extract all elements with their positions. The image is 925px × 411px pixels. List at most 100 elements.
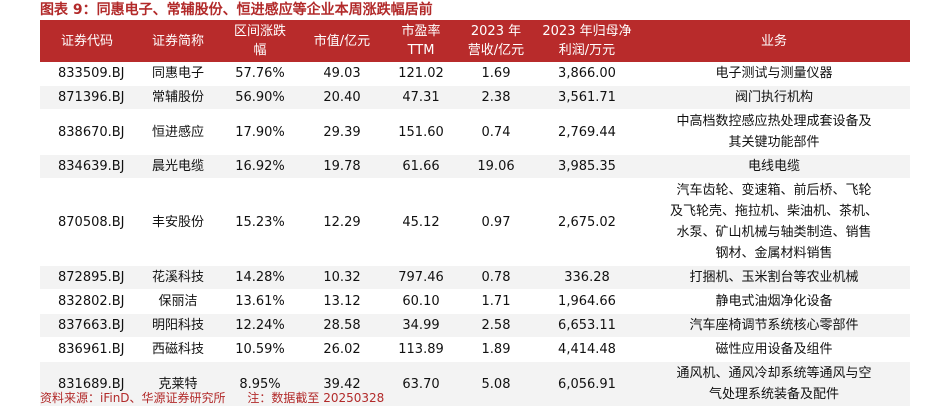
biz-line: 静电式油烟净化设备 [715,294,833,309]
table-row: 838670.BJ 恒进感应 17.90% 29.39 151.60 0.74 2,769.… [40,109,910,155]
column-header-line: 证券代码 [60,33,113,49]
biz-line: 水泵、矿山机械与轴类制造、销售 [676,225,872,240]
column-header-line: 证券简称 [151,33,204,49]
cell-mcap: 20.40 [298,85,386,110]
cell-pe: 151.60 [386,109,456,155]
cell-name: 晨光电缆 [134,154,222,179]
column-header: 业务 [638,20,910,62]
cell-code: 870508.BJ [40,178,134,266]
table-row: 836961.BJ 西磁科技 10.59% 26.02 113.89 1.89 4,414.… [40,337,910,362]
biz-line: 电线电缆 [747,159,800,174]
biz-line: 阀门执行机构 [734,90,813,105]
cell-profit: 4,414.48 [536,337,638,362]
column-header-line: 利润/万元 [558,43,616,58]
cell-mcap: 13.12 [298,289,386,314]
column-header-line: 区间涨跌 [233,24,286,39]
cell-code: 872895.BJ [40,265,134,290]
cell-mcap: 28.58 [298,313,386,338]
column-header-line: 幅 [253,43,267,58]
cell-rev: 0.97 [456,178,536,266]
cell-pe: 121.02 [386,62,456,86]
cell-chg: 57.76% [222,62,298,86]
cell-chg: 16.92% [222,154,298,179]
figure-title: 图表 9：同惠电子、常辅股份、恒进感应等企业本周涨跌幅居前 [40,2,433,18]
column-header: 市值/亿元 [298,20,386,62]
cell-rev: 0.78 [456,265,536,290]
cell-pe: 45.12 [386,178,456,266]
table-row: 833509.BJ 同惠电子 57.76% 49.03 121.02 1.69 3,866.… [40,62,910,86]
cell-name: 克莱特 [134,361,222,407]
cell-biz: 阀门执行机构 [638,85,910,110]
table-body: 833509.BJ 同惠电子 57.76% 49.03 121.02 1.69 3,866.… [40,62,910,407]
biz-line: 通风机、通风冷却系统等通风与空 [676,366,872,381]
cell-chg: 56.90% [222,85,298,110]
cell-mcap: 39.42 [298,361,386,407]
cell-rev: 2.58 [456,313,536,338]
table-row: 872895.BJ 花溪科技 14.28% 10.32 797.46 0.78 336.28… [40,265,910,290]
cell-code: 831689.BJ [40,361,134,407]
stock-table: 证券代码 证券简称 区间涨跌幅市值/亿元 市盈率 TTM 2023 年营收/亿元 2023 … [40,20,910,407]
column-header-line: 2023 年 [470,24,522,39]
cell-pe: 797.46 [386,265,456,290]
biz-line: 其关键功能部件 [728,135,820,150]
table-row: 834639.BJ 晨光电缆 16.92% 19.78 61.66 19.06 3,985.… [40,154,910,179]
cell-biz: 打捆机、玉米割台等农业机械 [638,265,910,290]
table-row: 871396.BJ 常辅股份 56.90% 20.40 47.31 2.38 3,561.7… [40,85,910,110]
cell-rev: 19.06 [456,154,536,179]
cell-biz: 汽车座椅调节系统核心零部件 [638,313,910,338]
biz-line: 气处理系统装备及配件 [708,387,839,402]
cell-chg: 14.28% [222,265,298,290]
cell-profit: 1,964.66 [536,289,638,314]
column-header-line: 市值/亿元 [313,33,371,49]
table-row: 837663.BJ 明阳科技 12.24% 28.58 34.99 2.58 6,653.1… [40,313,910,338]
cell-biz: 静电式油烟净化设备 [638,289,910,314]
biz-line: 中高档数控感应热处理成套设备及 [676,114,872,129]
cell-biz: 磁性应用设备及组件 [638,337,910,362]
column-header: 市盈率 TTM [386,20,456,62]
cell-biz: 汽车齿轮、变速箱、前后桥、飞轮 及飞轮壳、拖拉机、柴油机、茶机、 水泵、矿山机械与轴… [638,178,910,266]
biz-line: 磁性应用设备及组件 [715,342,833,357]
column-header: 区间涨跌幅 [222,20,298,62]
biz-line: 汽车座椅调节系统核心零部件 [689,318,859,333]
cell-profit: 2,769.44 [536,109,638,155]
cell-code: 834639.BJ [40,154,134,179]
biz-line: 电子测试与测量仪器 [715,66,833,81]
cell-pe: 113.89 [386,337,456,362]
cell-rev: 5.08 [456,361,536,407]
cell-name: 常辅股份 [134,85,222,110]
cell-code: 838670.BJ [40,109,134,155]
cell-name: 花溪科技 [134,265,222,290]
cell-biz: 中高档数控感应热处理成套设备及 其关键功能部件 [638,109,910,155]
cell-chg: 15.23% [222,178,298,266]
cell-name: 西磁科技 [134,337,222,362]
cell-mcap: 10.32 [298,265,386,290]
column-header-line: 业务 [760,33,787,49]
cell-chg: 8.95% [222,361,298,407]
cell-rev: 1.71 [456,289,536,314]
biz-line: 打捆机、玉米割台等农业机械 [689,270,859,285]
cell-pe: 61.66 [386,154,456,179]
column-header-line: 营收/亿元 [467,43,525,58]
table-row: 832802.BJ 保丽洁 13.61% 13.12 60.10 1.71 1,964.66… [40,289,910,314]
cell-mcap: 19.78 [298,154,386,179]
cell-name: 恒进感应 [134,109,222,155]
table-header: 证券代码 证券简称 区间涨跌幅市值/亿元 市盈率 TTM 2023 年营收/亿元 2023 … [40,20,910,62]
cell-name: 明阳科技 [134,313,222,338]
biz-line: 及飞轮壳、拖拉机、柴油机、茶机、 [669,204,878,219]
column-header-line: TTM [407,43,435,58]
column-header-line: 市盈率 [401,24,441,39]
cell-code: 833509.BJ [40,62,134,86]
cell-pe: 34.99 [386,313,456,338]
cell-pe: 63.70 [386,361,456,407]
cell-name: 丰安股份 [134,178,222,266]
cell-biz: 电线电缆 [638,154,910,179]
cell-mcap: 12.29 [298,178,386,266]
biz-line: 汽车齿轮、变速箱、前后桥、飞轮 [676,183,872,198]
cell-chg: 12.24% [222,313,298,338]
cell-profit: 3,985.35 [536,154,638,179]
cell-biz: 通风机、通风冷却系统等通风与空 气处理系统装备及配件 [638,361,910,407]
cell-chg: 13.61% [222,289,298,314]
source-note: 资料来源：iFinD、华源证券研究所 注：数据截至 20250328 [40,389,402,407]
column-header: 证券简称 [134,20,222,62]
cell-biz: 电子测试与测量仪器 [638,62,910,86]
